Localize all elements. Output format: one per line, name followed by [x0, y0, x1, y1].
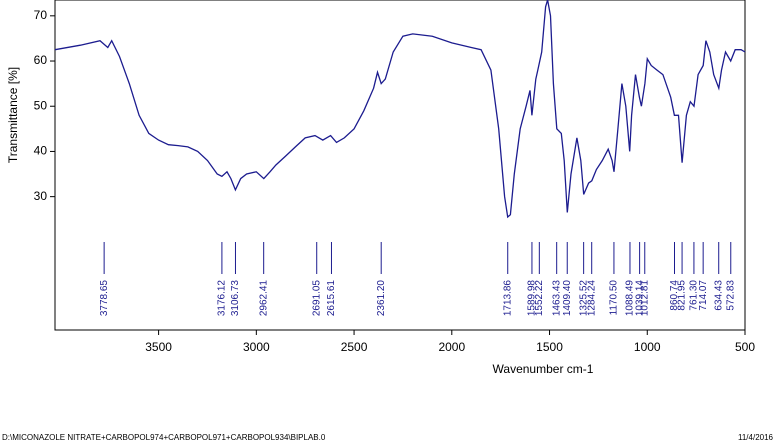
- x-tick-label: 2500: [341, 340, 368, 354]
- spectrum-line: [54, 0, 746, 219]
- peak-label: 2361.20: [376, 280, 387, 317]
- peak-label: 2615.61: [326, 280, 337, 317]
- peak-label: 1463.43: [551, 280, 562, 317]
- peak-label: 1039.14: [634, 280, 645, 317]
- x-tick-label: 3000: [243, 340, 270, 354]
- y-tick-label: 40: [34, 144, 48, 158]
- peak-label: 1713.86: [502, 280, 513, 317]
- y-tick-label: 50: [34, 98, 48, 112]
- y-tick-label: 30: [34, 189, 48, 203]
- peak-label: 821.95: [677, 280, 688, 311]
- y-tick-label: 60: [34, 53, 48, 67]
- x-tick-label: 3500: [145, 340, 172, 354]
- peak-label: 634.43: [713, 280, 724, 311]
- peak-label: 3778.65: [99, 280, 110, 317]
- peak-label: 2962.41: [258, 280, 269, 317]
- x-tick-label: 1500: [536, 340, 563, 354]
- peak-label: 572.83: [725, 280, 736, 311]
- peak-label: 1409.40: [562, 280, 573, 317]
- y-tick-label: 70: [34, 8, 48, 22]
- x-tick-label: 500: [735, 340, 755, 354]
- peak-label: 860.74: [669, 280, 680, 311]
- peak-label: 714.07: [698, 280, 709, 311]
- peak-label: 1012.81: [639, 280, 650, 317]
- footer-path: D:\MICONAZOLE NITRATE+CARBOPOL974+CARBOP…: [2, 433, 326, 442]
- peak-label: 1284.24: [586, 280, 597, 317]
- peak-label: 3176.12: [217, 280, 228, 317]
- peak-label: 1552.22: [534, 280, 545, 317]
- peak-label: 1170.50: [609, 280, 620, 316]
- peak-label: 2691.05: [311, 280, 322, 317]
- peak-label: 3106.73: [230, 280, 241, 317]
- x-tick-label: 1000: [634, 340, 661, 354]
- y-axis-label: Transmittance [%]: [6, 67, 20, 163]
- plot-frame: [54, 0, 746, 331]
- footer-date: 11/4/2016: [738, 433, 774, 442]
- x-tick-label: 2000: [438, 340, 465, 354]
- peak-label: 1589.98: [527, 280, 538, 317]
- peak-label: 1088.49: [625, 280, 636, 317]
- peak-label: 1325.52: [578, 280, 589, 317]
- x-axis-label: Wavenumber cm-1: [493, 362, 594, 376]
- peak-label: 761.30: [689, 280, 700, 311]
